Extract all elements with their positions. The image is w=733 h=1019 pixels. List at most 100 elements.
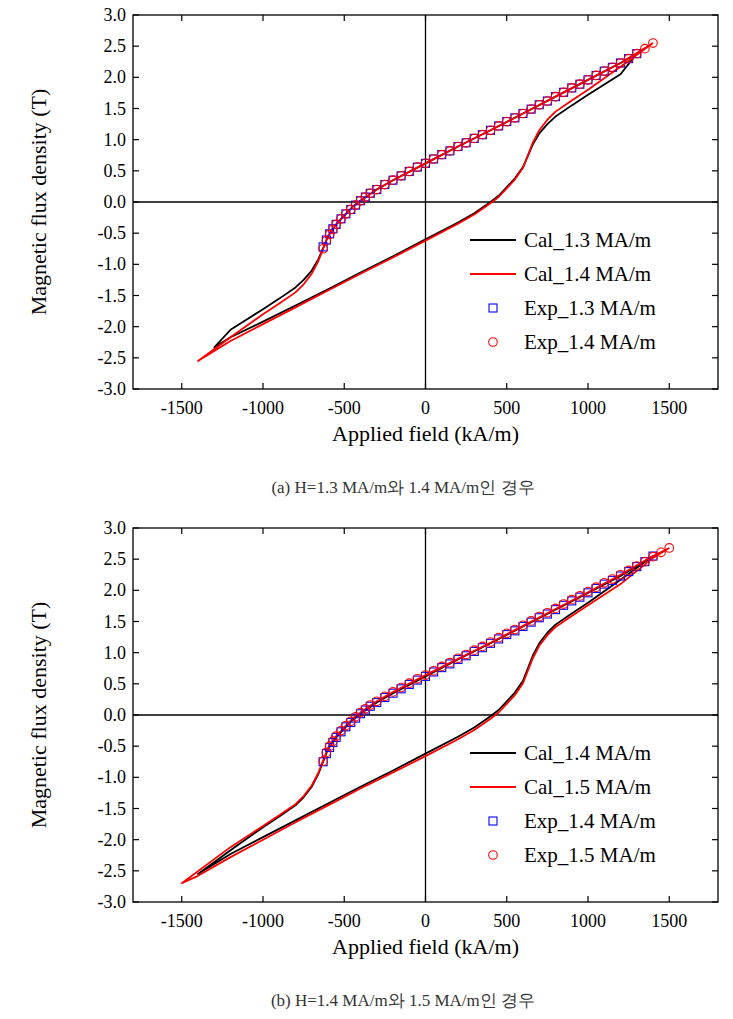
y-tick [712, 388, 718, 389]
data-point [413, 163, 421, 171]
data-point [616, 59, 625, 68]
data-point [600, 67, 608, 75]
y-tick [712, 233, 718, 234]
data-point [446, 147, 454, 155]
chart-panel: -1500-1000-500050010001500-3.0-2.5-2.0-1… [26, 5, 718, 497]
plot-frame [133, 15, 718, 389]
data-point [381, 692, 390, 701]
x-axis-title: Applied field (kA/m) [332, 421, 519, 446]
x-tick [425, 15, 426, 21]
data-point [332, 732, 341, 741]
data-point [632, 562, 641, 571]
data-point [429, 155, 438, 164]
legend-swatch [489, 338, 498, 347]
x-tick-label: -500 [328, 911, 361, 931]
data-point [421, 159, 430, 168]
x-tick [506, 15, 507, 21]
data-point [543, 97, 552, 106]
data-point [478, 131, 486, 139]
y-tick [133, 77, 139, 78]
x-tick-label: 1500 [651, 911, 687, 931]
data-point [592, 583, 601, 592]
y-tick-label: -1.5 [98, 799, 127, 819]
data-point [337, 726, 346, 735]
x-tick [587, 383, 588, 389]
x-tick [587, 896, 588, 902]
x-axis-title: Applied field (kA/m) [332, 934, 519, 959]
y-tick [712, 77, 718, 78]
x-tick-label: -1000 [242, 911, 284, 931]
y-tick [133, 590, 139, 591]
x-tick-label: -1500 [161, 398, 203, 418]
y-tick [712, 683, 718, 684]
data-point [366, 189, 375, 198]
data-point [567, 595, 576, 604]
data-point [397, 172, 406, 181]
legend-label: Exp_1.4 MA/m [524, 330, 656, 354]
y-tick [712, 746, 718, 747]
data-point [600, 579, 609, 588]
y-tick [712, 870, 718, 871]
chart-panel: -1500-1000-500050010001500-3.0-2.5-2.0-1… [26, 518, 718, 1010]
data-point [592, 71, 601, 80]
y-tick [712, 777, 718, 778]
y-tick [133, 233, 139, 234]
y-tick [133, 683, 139, 684]
data-point [657, 548, 666, 557]
y-tick [133, 357, 139, 358]
data-point [584, 76, 592, 84]
data-point [649, 552, 658, 561]
data-point [413, 163, 422, 172]
legend-swatch [489, 817, 497, 825]
data-point [446, 147, 455, 156]
data-point [405, 679, 414, 688]
data-point [608, 63, 616, 71]
data-point [495, 122, 503, 130]
data-point [584, 76, 593, 85]
x-tick-label: 1000 [570, 911, 606, 931]
x-tick [181, 383, 182, 389]
data-point [649, 39, 658, 48]
data-point [405, 167, 414, 176]
legend-label: Cal_1.5 MA/m [524, 775, 651, 799]
y-tick-label: -3.0 [98, 379, 127, 399]
y-tick [712, 714, 718, 715]
x-tick-label: 0 [421, 911, 430, 931]
data-point [389, 688, 398, 697]
data-point [543, 608, 552, 617]
y-tick [712, 559, 718, 560]
x-tick [181, 528, 182, 534]
x-tick [262, 383, 263, 389]
data-point [454, 654, 463, 663]
data-point [413, 675, 422, 684]
y-tick [133, 264, 139, 265]
legend-swatch [470, 786, 516, 788]
y-tick-label: 2.5 [104, 549, 127, 569]
data-point [535, 612, 544, 621]
data-point [641, 44, 650, 53]
data-point [405, 167, 413, 175]
y-tick [133, 201, 139, 202]
x-tick [506, 528, 507, 534]
x-tick [425, 528, 426, 534]
y-tick [133, 108, 139, 109]
data-point [381, 180, 390, 189]
data-point [446, 658, 455, 667]
y-tick [712, 264, 718, 265]
data-point [584, 587, 593, 596]
x-tick [506, 896, 507, 902]
data-point [511, 625, 520, 634]
data-point [470, 646, 479, 655]
x-tick [262, 15, 263, 21]
y-tick-label: -0.5 [98, 223, 127, 243]
y-tick-label: -3.0 [98, 892, 127, 912]
x-tick [344, 896, 345, 902]
x-tick [425, 896, 426, 902]
y-tick [712, 590, 718, 591]
data-point [319, 244, 328, 253]
y-tick [133, 559, 139, 560]
y-tick-label: 2.0 [104, 580, 127, 600]
y-tick-label: -2.5 [98, 861, 127, 881]
x-tick-label: -1500 [161, 911, 203, 931]
data-point [617, 59, 625, 67]
